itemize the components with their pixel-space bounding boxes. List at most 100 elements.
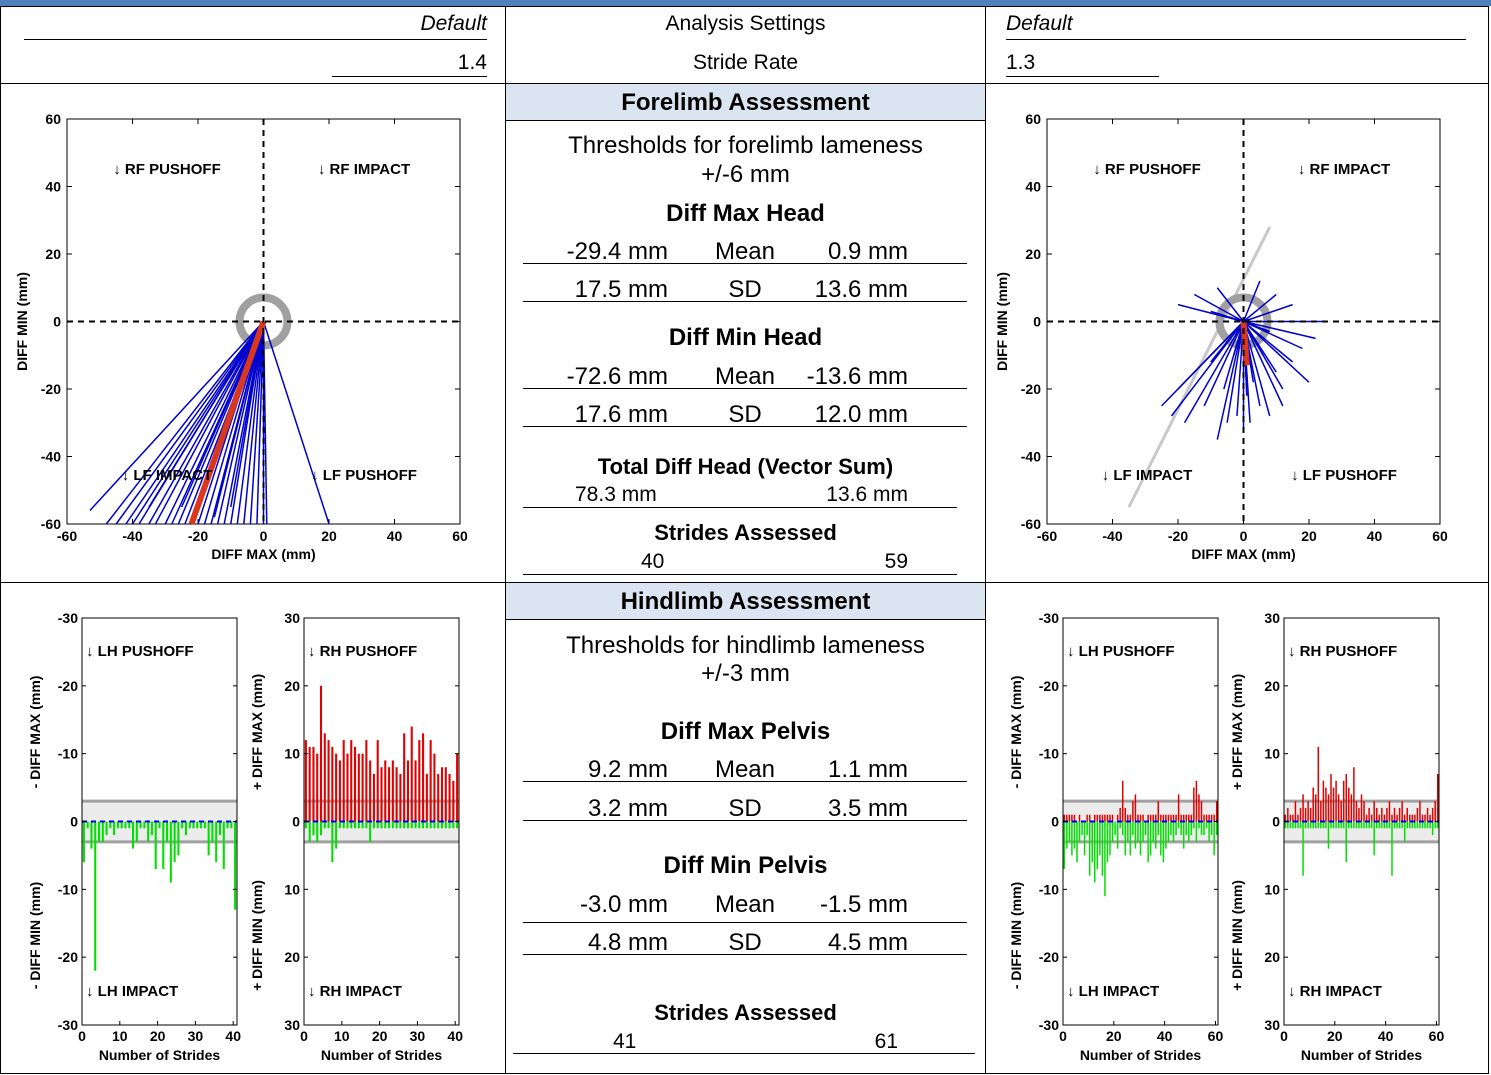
hind-l-rh-pos-bar (425, 774, 428, 822)
hind-r-rh-pos-bar (1307, 801, 1309, 822)
hind-r-rh-neg-bar (1431, 821, 1434, 836)
dmnh-left-mean: -72.6 mm (566, 363, 668, 390)
hindlimb-header-border (506, 619, 985, 620)
hind-l-rh-pos-bar (369, 760, 372, 822)
hind-r-lh-neg-bar (1073, 821, 1076, 849)
hind-l-rh-pos-bar (312, 746, 315, 822)
hind-l-rh-neg-bar (353, 821, 357, 829)
hind-l-lh-neg-bar (162, 821, 165, 869)
hind-r-rh-ytick-label: 30 (1264, 1017, 1280, 1033)
hind-r-rh-neg-bar (1302, 821, 1304, 876)
hind-r-lh-ytick-label: -20 (1039, 678, 1059, 694)
forelimb-threshold-value: +/-6 mm (701, 161, 790, 188)
hind-l-rh-neg-bar (433, 821, 436, 829)
fore-left-ytick-label: -20 (41, 381, 61, 397)
hind-l-rh-neg-bar (437, 821, 440, 829)
hind-r-rh-pos-bar (1353, 767, 1355, 822)
hind-r-rh-pos-bar (1315, 794, 1317, 822)
hind-r-rh-neg-bar (1327, 821, 1330, 849)
hind-r-rh-pos-bar (1409, 814, 1411, 822)
hind-r-rh-pos-bar (1396, 814, 1398, 822)
fore-right-quadrant-label: ↓ RF PUSHOFF (1093, 161, 1201, 178)
fore-left-stride-vector (125, 321, 265, 525)
hind-l-rh-neg-bar (357, 821, 360, 829)
hind-l-rh-pos-bar (437, 774, 440, 822)
hind-l-rh-pos-bar (376, 740, 379, 822)
forelimb-threshold-text: Thresholds for forelimb lameness (568, 132, 923, 159)
hind-r-lh-pos-bar (1203, 814, 1205, 822)
hind-l-rh-neg-bar (338, 821, 341, 829)
fore-right-xtick-label: 0 (1240, 528, 1248, 544)
hind-r-lh-neg-bar (1147, 821, 1149, 863)
hind-l-rh-neg-bar (316, 821, 319, 842)
right-stride-underline (1006, 76, 1159, 77)
hind-r-rh-pos-bar (1292, 814, 1294, 822)
hind-l-rh-pos-bar (403, 733, 406, 822)
diff-min-head-title: Diff Min Head (668, 324, 823, 351)
hind-l-rh-xtick-label: 30 (410, 1028, 426, 1044)
hind-l-rh-neg-bar (350, 821, 353, 829)
hind-l-rh-neg-bar (335, 821, 338, 849)
hind-l-lh-neg-bar (86, 821, 89, 829)
hind-l-lh-neg-bar (90, 821, 93, 849)
hind-r-rh-ylabel-bottom: + DIFF MIN (mm) (1229, 880, 1245, 991)
hind-r-lh-pos-bar (1099, 814, 1101, 822)
hind-r-rh-xtick-label: 40 (1378, 1028, 1394, 1044)
hind-r-rh-pos-bar (1373, 801, 1375, 822)
hind-r-rh-pos-bar (1358, 807, 1360, 822)
hind-r-lh-xtick-label: 0 (1059, 1028, 1067, 1044)
hind-r-rh-neg-bar (1393, 821, 1396, 829)
hind-r-lh-neg-bar (1116, 821, 1119, 849)
hind-l-rh-pos-bar (331, 746, 334, 822)
left-stride-rate[interactable]: 1.4 (457, 51, 487, 74)
right-stride-rate[interactable]: 1.3 (1006, 51, 1036, 74)
hind-r-rh-pos-bar (1348, 787, 1350, 822)
hind-r-lh-neg-bar (1170, 821, 1172, 836)
fore-left-ytick-label: -60 (41, 516, 61, 532)
hind-l-rh-pos-bar (335, 753, 338, 822)
left-stride-underline (332, 76, 487, 77)
stride-rate-label: Stride Rate (692, 51, 799, 74)
hind-r-lh-neg-bar (1205, 821, 1208, 829)
hind-l-rh-pos-bar (346, 753, 349, 822)
fore-right-stride-vector (1226, 321, 1245, 423)
hind-l-rh-xtick-label: 20 (372, 1028, 388, 1044)
hind-r-rh-neg-bar (1294, 821, 1297, 829)
hind-r-rh-neg-bar (1345, 821, 1348, 863)
fore-left-ylabel: DIFF MIN (mm) (14, 272, 30, 371)
hind-l-lh-ytick-label: -10 (58, 746, 78, 762)
hind-r-lh-neg-bar (1172, 821, 1175, 842)
fore-left-quadrant-label: ↓ RF PUSHOFF (113, 161, 221, 178)
fore-left-stride-vector (216, 321, 265, 525)
hind-r-lh-pos-bar (1127, 814, 1129, 822)
hind-r-lh-neg-bar (1091, 821, 1093, 863)
dmnh-mean-label: Mean (714, 363, 776, 390)
hind-r-lh-pos-bar (1193, 787, 1195, 822)
hind-r-lh-neg-bar (1149, 821, 1152, 856)
hind-l-rh-neg-bar (331, 821, 334, 863)
fore-left-quadrant-label: ↓ LF IMPACT (122, 467, 213, 484)
hind-r-lh-neg-bar (1152, 821, 1154, 842)
hind-r-rh-pos-bar (1330, 774, 1332, 822)
hind-r-lh-neg-bar (1215, 821, 1218, 836)
fore-right-ytick-label: 20 (1025, 246, 1041, 262)
hind-l-lh-neg-bar (211, 821, 214, 842)
hind-r-lh-pos-bar (1205, 814, 1208, 822)
fore-right-ylabel: DIFF MIN (mm) (994, 272, 1010, 371)
hind-r-lh-pos-bar (1213, 814, 1215, 822)
hind-l-rh-xtick-label: 10 (334, 1028, 350, 1044)
fore-right-stride-vector (1242, 321, 1271, 417)
hind-r-rh-pos-bar (1317, 746, 1320, 822)
hind-l-lh-neg-bar (158, 821, 161, 829)
hind-r-lh-ytick-label: -30 (1039, 1017, 1059, 1033)
report-table (0, 6, 1489, 1074)
analysis-settings-label: Analysis Settings (665, 12, 826, 35)
hind-l-rh-neg-bar (369, 821, 372, 842)
hind-r-lh-pos-bar (1149, 814, 1152, 822)
hind-r-rh-neg-bar (1396, 821, 1398, 829)
fore-right-xtick-label: 40 (1367, 528, 1383, 544)
hind-r-lh-neg-bar (1086, 821, 1088, 836)
fore-left-stride-vector (154, 321, 265, 525)
fore-right-stride-vector (1183, 321, 1245, 424)
fore-left-stride-vector (262, 321, 330, 525)
